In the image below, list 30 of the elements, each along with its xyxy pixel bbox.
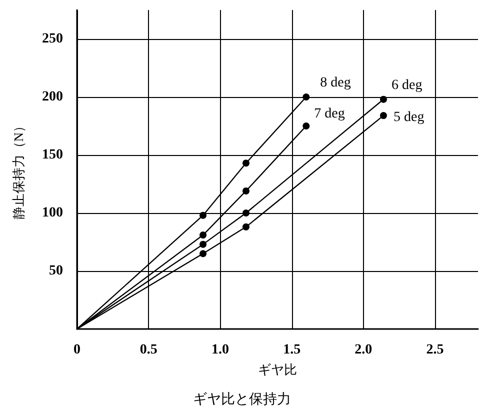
x-tick-label: 1.0: [211, 342, 229, 358]
y-tick-label: 100: [42, 206, 63, 220]
point: [200, 240, 207, 248]
point: [200, 212, 207, 219]
point: [242, 160, 250, 167]
point: [242, 210, 250, 216]
point: [380, 96, 387, 103]
point: [380, 112, 387, 120]
series-label: 8 deg: [320, 76, 351, 90]
point: [200, 250, 207, 258]
y-axis-title: 静止保持力（N）: [11, 119, 26, 220]
x-tick-label: 2.0: [354, 342, 372, 358]
point: [242, 223, 250, 230]
x-tick-label: 1.5: [283, 342, 301, 358]
x-tick-label: 0: [74, 342, 80, 358]
point: [302, 94, 310, 100]
series-label: 5 deg: [393, 110, 424, 126]
x-tick-label: 0.5: [140, 342, 158, 358]
point: [200, 232, 207, 239]
y-tick-label: 50: [49, 264, 63, 278]
y-tick-label: 150: [42, 148, 63, 162]
point: [302, 122, 310, 130]
point: [242, 187, 250, 194]
y-tick-label: 250: [42, 32, 63, 46]
x-axis-title: ギヤ比: [258, 362, 297, 377]
y-tick-label: 200: [42, 90, 63, 104]
x-tick-label: 2.5: [426, 342, 444, 358]
series-label: 6 deg: [391, 78, 422, 93]
series-label: 7 deg: [314, 106, 345, 122]
text: ギヤ比と保持力: [193, 392, 291, 408]
